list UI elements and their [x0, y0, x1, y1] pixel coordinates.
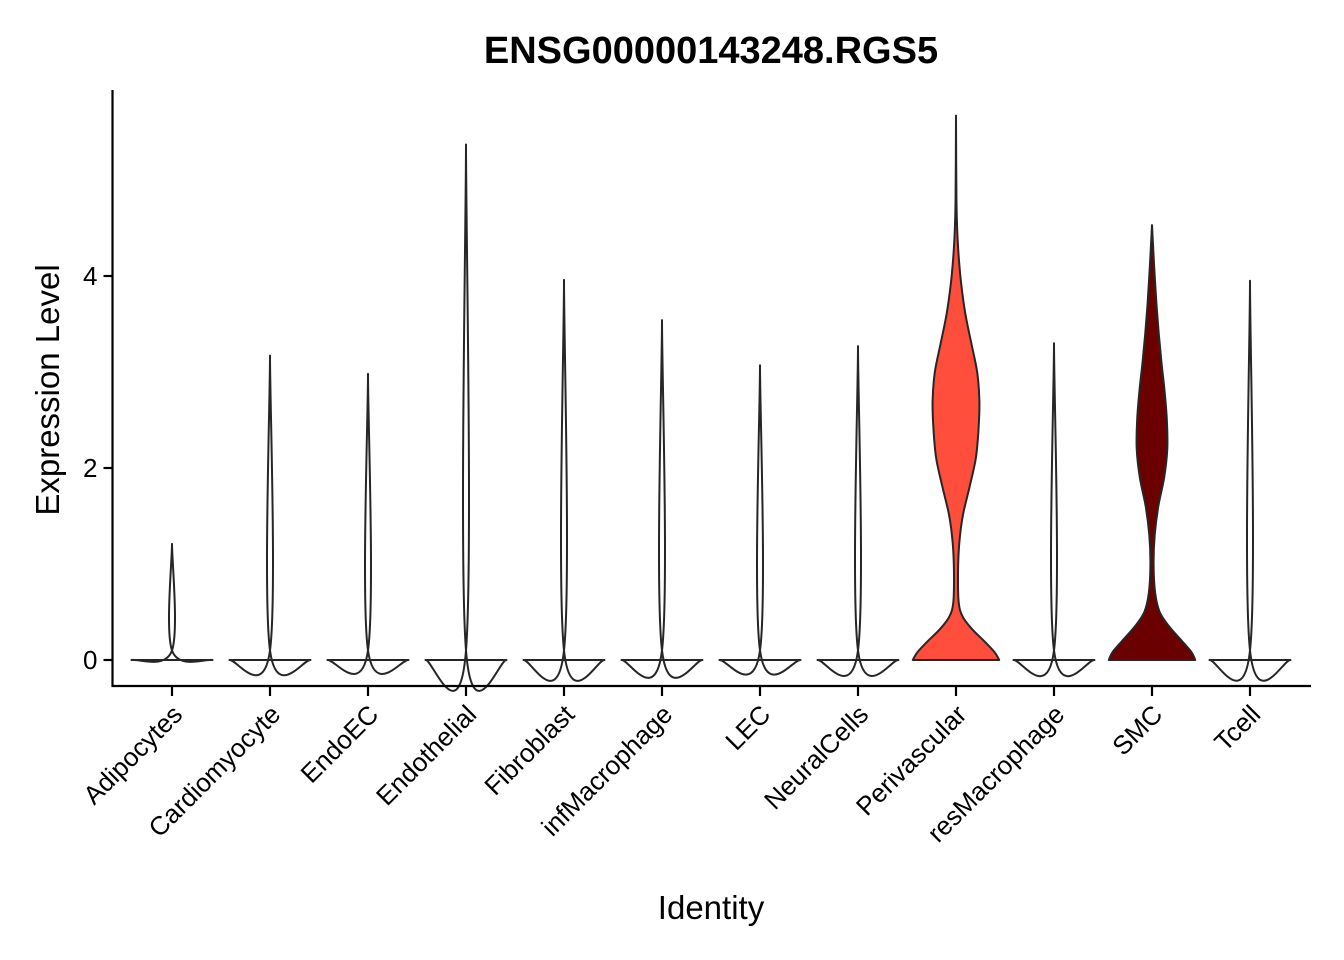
violin-lec [718, 364, 802, 676]
violin-perivascular [911, 114, 1001, 661]
violin-group [130, 114, 1292, 692]
violin-adipocytes [130, 542, 214, 663]
x-tick-label: Endothelial [370, 699, 482, 811]
violin-fibroblast [522, 278, 606, 682]
violin-infmacrophage [620, 319, 704, 679]
violin-cardiomyocyte [228, 354, 312, 677]
violin-endoec [326, 372, 410, 675]
x-tick-label: EndoEC [295, 699, 385, 789]
y-axis-title: Expression Level [29, 264, 66, 515]
x-tick-label: Fibroblast [478, 698, 580, 800]
x-axis-title: Identity [658, 889, 765, 926]
violin-endothelial [424, 143, 508, 692]
y-tick-label: 0 [83, 645, 97, 675]
violin-smc [1107, 224, 1197, 661]
violin-resmacrophage [1012, 342, 1096, 678]
y-axis-ticks: 0 2 4 [83, 261, 113, 675]
chart-title: ENSG00000143248.RGS5 [484, 30, 938, 72]
x-tick-label: LEC [719, 699, 776, 756]
y-tick-label: 2 [83, 453, 97, 483]
y-tick-label: 4 [83, 261, 97, 291]
violin-tcell [1208, 279, 1292, 682]
x-tick-label: SMC [1106, 699, 1168, 761]
x-tick-label: Tcell [1208, 699, 1266, 757]
violin-neuralcells [816, 345, 900, 677]
